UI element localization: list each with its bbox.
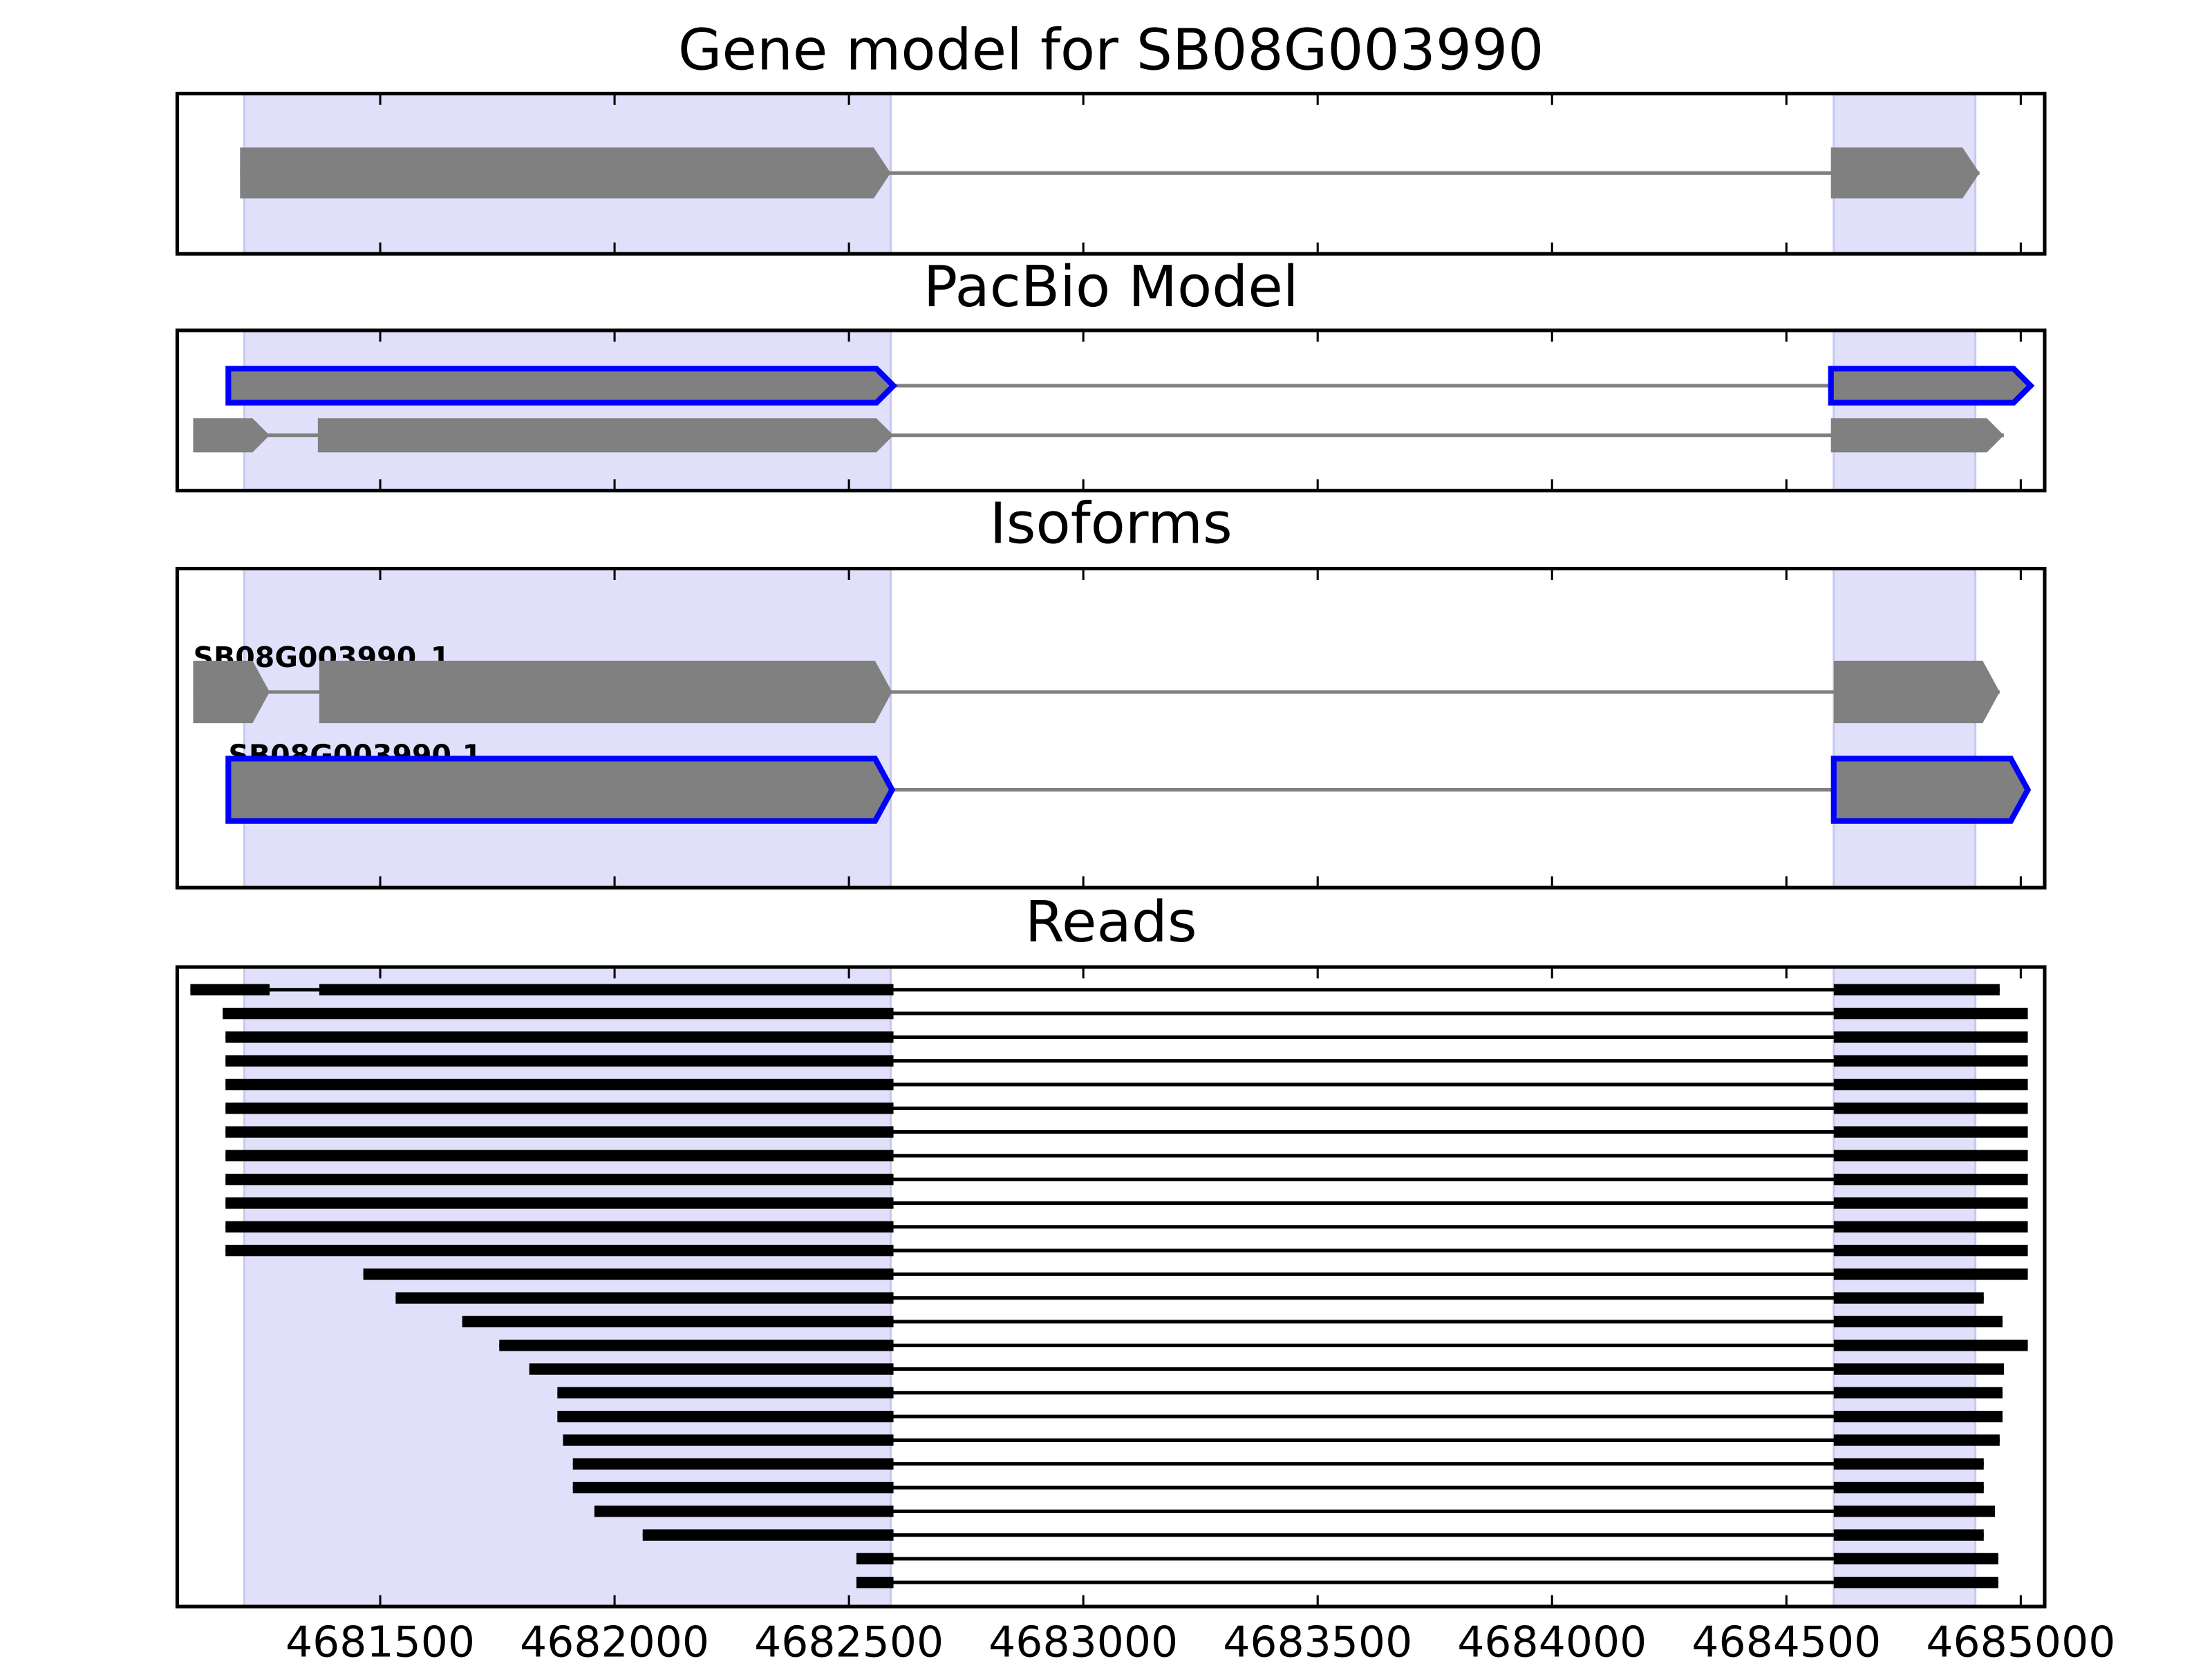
panel-title: Isoforms — [990, 491, 1232, 557]
panel-title: Reads — [1025, 890, 1197, 955]
exon — [1833, 660, 2000, 724]
read-block — [1833, 1078, 2028, 1091]
read-block — [572, 1458, 894, 1470]
read-block — [225, 1173, 894, 1185]
read-block — [462, 1315, 894, 1328]
read-block — [557, 1387, 894, 1399]
x-tick-label: 4682000 — [520, 1618, 709, 1659]
x-tick-label: 4684500 — [1691, 1618, 1881, 1659]
exon — [240, 147, 891, 199]
read-block — [572, 1481, 894, 1494]
highlight-region — [1833, 568, 1977, 889]
exon — [1828, 366, 2035, 406]
x-tick-label: 4684000 — [1457, 1618, 1647, 1659]
read-block — [1833, 1173, 2028, 1185]
read-block — [319, 984, 894, 995]
read-block — [1833, 1410, 2003, 1423]
read-block — [1833, 1481, 1984, 1494]
x-tick-label: 4682500 — [754, 1618, 944, 1659]
read-block — [395, 1292, 894, 1304]
panel-title: PacBio Model — [924, 254, 1299, 320]
read-block — [225, 1197, 894, 1209]
read-block — [1833, 1458, 1984, 1470]
read-block — [1833, 1387, 2003, 1399]
exon — [225, 366, 898, 406]
read-block — [1833, 1055, 2028, 1067]
exon — [317, 418, 894, 453]
read-block — [1833, 1126, 2028, 1138]
highlight-region — [243, 568, 892, 889]
read-block — [1833, 1363, 2004, 1375]
highlight-region — [243, 966, 892, 1608]
read-block — [856, 1577, 894, 1588]
read-block — [1833, 1315, 2003, 1328]
read-block — [1833, 1197, 2028, 1209]
read-block — [1833, 1340, 2028, 1351]
read-block — [1833, 1268, 2028, 1280]
read-block — [1833, 1553, 1998, 1565]
highlight-region — [243, 329, 892, 492]
exon — [193, 660, 270, 724]
read-block — [1833, 1529, 1984, 1541]
exon — [1830, 147, 1980, 199]
highlight-region — [1833, 329, 1977, 492]
read-block — [1833, 1292, 1984, 1304]
read-block — [563, 1434, 894, 1446]
read-block — [1833, 1434, 2000, 1446]
read-block — [363, 1268, 894, 1280]
exon — [1830, 418, 2004, 453]
read-block — [1833, 1221, 2028, 1232]
exon — [193, 418, 270, 453]
read-block — [190, 984, 270, 995]
panel-frame — [175, 567, 2047, 890]
x-tick-label: 4681500 — [285, 1618, 475, 1659]
x-tick-label: 4683000 — [988, 1618, 1178, 1659]
read-block — [529, 1363, 894, 1375]
exon — [225, 756, 896, 824]
read-block — [1833, 1150, 2028, 1162]
read-block — [225, 1221, 894, 1232]
read-block — [225, 1150, 894, 1162]
read-block — [1833, 984, 2000, 995]
read-block — [499, 1340, 894, 1351]
read-block — [557, 1410, 894, 1423]
read-block — [1833, 1007, 2028, 1020]
x-tick-label: 4683500 — [1223, 1618, 1412, 1659]
read-block — [225, 1126, 894, 1138]
read-block — [225, 1055, 894, 1067]
panel-frame — [175, 91, 2047, 256]
read-block — [1833, 1103, 2028, 1114]
read-block — [225, 1244, 894, 1257]
panel-title: Gene model for SB08G003990 — [678, 17, 1544, 83]
read-block — [1833, 1577, 1998, 1588]
read-block — [225, 1031, 894, 1043]
read-block — [223, 1007, 894, 1020]
exon — [319, 660, 892, 724]
read-block — [594, 1506, 894, 1517]
read-block — [1833, 1031, 2028, 1043]
x-tick-label: 4685000 — [1926, 1618, 2115, 1659]
read-block — [856, 1553, 894, 1565]
read-block — [225, 1103, 894, 1114]
read-block — [1833, 1244, 2028, 1257]
exon — [1830, 756, 2032, 824]
panel-frame — [175, 328, 2047, 493]
panel-frame — [175, 965, 2047, 1609]
read-block — [1833, 1506, 1996, 1517]
read-block — [225, 1078, 894, 1091]
read-block — [642, 1529, 894, 1541]
